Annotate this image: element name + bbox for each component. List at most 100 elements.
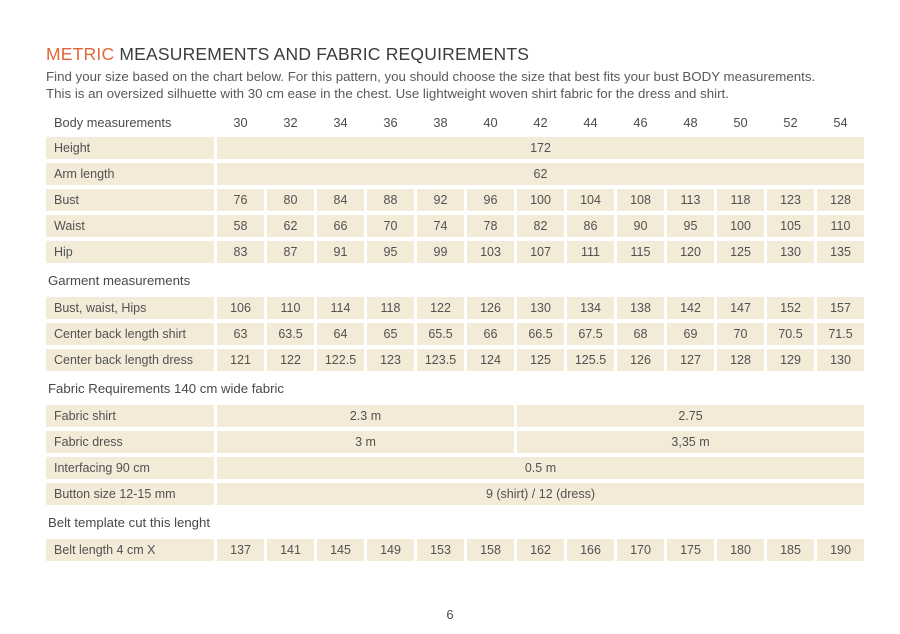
value-cell: 58 — [217, 215, 264, 237]
row-label: Bust — [46, 189, 214, 211]
value-cell: 70.5 — [767, 323, 814, 345]
value-cell: 125 — [717, 241, 764, 263]
value-cell: 118 — [717, 189, 764, 211]
row-label: Interfacing 90 cm — [46, 457, 214, 479]
value-cell: 126 — [467, 297, 514, 319]
value-cell: 127 — [667, 349, 714, 371]
row-label: Center back length shirt — [46, 323, 214, 345]
page-number: 6 — [446, 607, 454, 622]
value-cell: 66 — [317, 215, 364, 237]
row-label: Center back length dress — [46, 349, 214, 371]
value-cell: 138 — [617, 297, 664, 319]
intro-paragraph: Find your size based on the chart below.… — [46, 69, 864, 102]
section-label: Garment measurements — [48, 272, 191, 288]
value-cell: 115 — [617, 241, 664, 263]
value-cell: 123 — [767, 189, 814, 211]
value-cell: 141 — [267, 539, 314, 561]
value-cell: 166 — [567, 539, 614, 561]
value-cell: 71.5 — [817, 323, 864, 345]
value-cell: 111 — [567, 241, 614, 263]
span-cell: 3,35 m — [517, 431, 864, 453]
size-column-header: 30 — [233, 114, 248, 130]
size-column-header: 34 — [333, 114, 348, 130]
size-column-header: 44 — [583, 114, 598, 130]
value-cell: 142 — [667, 297, 714, 319]
value-cell: 170 — [617, 539, 664, 561]
value-cell: 122 — [267, 349, 314, 371]
row-label: Button size 12-15 mm — [46, 483, 214, 505]
value-cell: 86 — [567, 215, 614, 237]
value-cell: 91 — [317, 241, 364, 263]
value-cell: 157 — [817, 297, 864, 319]
value-cell: 63 — [217, 323, 264, 345]
value-cell: 66 — [467, 323, 514, 345]
size-table: Body measurements 30 32 34 36 38 40 42 44 46 48 50 5… — [46, 111, 864, 561]
value-cell: 88 — [367, 189, 414, 211]
intro-line-2: This is an oversized silhuette with 30 c… — [46, 85, 729, 101]
size-column-header: 42 — [533, 114, 548, 130]
row-label: Hip — [46, 241, 214, 263]
size-column-header: 40 — [483, 114, 498, 130]
value-cell: 130 — [517, 297, 564, 319]
page-title-highlight: METRIC — [46, 44, 115, 64]
value-cell: 190 — [817, 539, 864, 561]
value-cell: 130 — [767, 241, 814, 263]
span-cell: 2.75 — [517, 405, 864, 427]
value-cell: 122 — [417, 297, 464, 319]
value-cell: 128 — [717, 349, 764, 371]
size-column-header: 32 — [283, 114, 298, 130]
value-cell: 70 — [367, 215, 414, 237]
value-cell: 95 — [367, 241, 414, 263]
value-cell: 95 — [667, 215, 714, 237]
value-cell: 62 — [267, 215, 314, 237]
section-label: Fabric Requirements 140 cm wide fabric — [48, 380, 285, 396]
value-cell: 105 — [767, 215, 814, 237]
value-cell: 147 — [717, 297, 764, 319]
value-cell: 134 — [567, 297, 614, 319]
value-cell: 90 — [617, 215, 664, 237]
value-cell: 175 — [667, 539, 714, 561]
value-cell: 96 — [467, 189, 514, 211]
value-cell: 145 — [317, 539, 364, 561]
row-label: Belt length 4 cm X — [46, 539, 214, 561]
value-cell: 114 — [317, 297, 364, 319]
size-column-header: 46 — [633, 114, 648, 130]
value-cell: 113 — [667, 189, 714, 211]
value-cell: 63.5 — [267, 323, 314, 345]
value-cell: 76 — [217, 189, 264, 211]
span-cell: 172 — [217, 137, 864, 159]
size-column-header: 50 — [733, 114, 748, 130]
value-cell: 121 — [217, 349, 264, 371]
page-content: METRIC MEASUREMENTS AND FABRIC REQUIREME… — [46, 44, 864, 561]
value-cell: 68 — [617, 323, 664, 345]
row-label: Arm length — [46, 163, 214, 185]
row-label: Fabric dress — [46, 431, 214, 453]
row-label: Waist — [46, 215, 214, 237]
value-cell: 122.5 — [317, 349, 364, 371]
value-cell: 137 — [217, 539, 264, 561]
value-cell: 107 — [517, 241, 564, 263]
value-cell: 74 — [417, 215, 464, 237]
value-cell: 152 — [767, 297, 814, 319]
intro-line-1: Find your size based on the chart below.… — [46, 69, 816, 84]
value-cell: 124 — [467, 349, 514, 371]
value-cell: 125.5 — [567, 349, 614, 371]
value-cell: 100 — [717, 215, 764, 237]
value-cell: 123.5 — [417, 349, 464, 371]
value-cell: 99 — [417, 241, 464, 263]
value-cell: 70 — [717, 323, 764, 345]
size-column-header: 54 — [833, 114, 848, 130]
value-cell: 118 — [367, 297, 414, 319]
value-cell: 130 — [817, 349, 864, 371]
span-cell: 0.5 m — [217, 457, 864, 479]
value-cell: 87 — [267, 241, 314, 263]
value-cell: 153 — [417, 539, 464, 561]
value-cell: 120 — [667, 241, 714, 263]
value-cell: 65.5 — [417, 323, 464, 345]
page-title: METRIC MEASUREMENTS AND FABRIC REQUIREME… — [46, 44, 864, 65]
row-label: Fabric shirt — [46, 405, 214, 427]
value-cell: 64 — [317, 323, 364, 345]
value-cell: 126 — [617, 349, 664, 371]
row-label: Bust, waist, Hips — [46, 297, 214, 319]
